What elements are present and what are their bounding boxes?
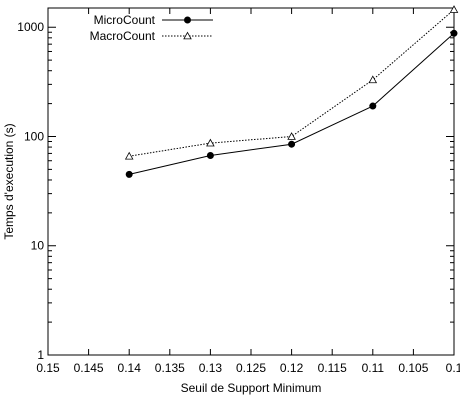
x-tick-label: 0.125 bbox=[236, 361, 266, 375]
y-tick-label: 1 bbox=[37, 348, 44, 362]
y-tick-label: 100 bbox=[24, 129, 44, 143]
data-point bbox=[287, 132, 296, 140]
x-tick-label: 0.12 bbox=[280, 361, 304, 375]
data-point bbox=[125, 170, 133, 178]
plot-frame bbox=[47, 7, 455, 356]
legend-marker bbox=[184, 16, 191, 24]
data-point bbox=[206, 151, 214, 159]
data-point bbox=[206, 138, 215, 147]
y-tick-label: 1000 bbox=[17, 20, 44, 34]
axis-ticks: 0.15 0.145 0.14 0.135 0.13 0.125 0.12 0.115 0.11… bbox=[17, 8, 460, 375]
legend-label: MacroCount bbox=[90, 29, 156, 43]
data-point bbox=[368, 75, 378, 84]
legend: MicroCount MacroCount bbox=[90, 13, 213, 43]
x-tick-label: 0.145 bbox=[74, 361, 104, 375]
x-tick-label: 0.135 bbox=[155, 361, 185, 375]
series-line bbox=[129, 32, 455, 175]
series-layer bbox=[124, 5, 459, 178]
x-axis-label: Seuil de Support Minimum bbox=[181, 381, 322, 395]
legend-label: MicroCount bbox=[94, 13, 156, 27]
y-tick-label: 10 bbox=[31, 239, 45, 253]
series-microcount bbox=[125, 29, 458, 178]
data-point bbox=[288, 140, 296, 148]
x-tick-label: 0.105 bbox=[398, 361, 428, 375]
x-tick-label: 0.13 bbox=[199, 361, 223, 375]
x-tick-label: 0.14 bbox=[118, 361, 142, 375]
x-tick-label: 0.15 bbox=[36, 361, 60, 375]
data-point bbox=[450, 29, 458, 37]
x-tick-label: 0.11 bbox=[362, 361, 385, 375]
x-tick-label: 0.115 bbox=[318, 361, 347, 375]
data-point bbox=[369, 102, 377, 110]
data-point bbox=[124, 151, 134, 160]
series-macrocount bbox=[124, 5, 459, 160]
series-line bbox=[129, 9, 455, 157]
legend-marker bbox=[183, 31, 192, 40]
y-axis-label: Temps d'execution (s) bbox=[2, 123, 16, 239]
x-tick-label: 0.1 bbox=[446, 361, 460, 375]
data-point bbox=[449, 5, 459, 13]
plot-border bbox=[47, 7, 455, 356]
